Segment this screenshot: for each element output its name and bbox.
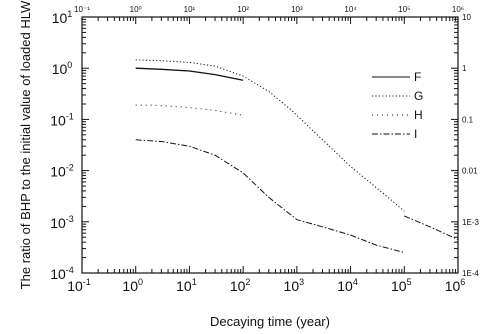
x-tick-label-top: 10⁶ [452, 5, 464, 14]
series-line-g [135, 59, 405, 212]
plot-area-border [81, 16, 459, 274]
x-tick-label-bottom: 10-1 [67, 277, 91, 294]
y-tick-label-right: 1 [462, 64, 467, 73]
y-axis-title: The ratio of BHP to the initial value of… [18, 0, 33, 289]
x-tick-label-bottom: 104 [337, 277, 358, 294]
series-line-f [135, 67, 244, 81]
x-tick-label-bottom: 100 [122, 277, 143, 294]
y-tick-label-right: 0.1 [462, 115, 474, 124]
y-tick-label-left: 10-2 [50, 163, 74, 180]
y-tick-label-right: 0.01 [462, 167, 478, 176]
y-tick-label-left: 10-4 [50, 265, 74, 282]
x-axis-title: Decaying time (year) [210, 314, 330, 329]
x-tick-label-top: 10¹ [184, 5, 196, 14]
series-line-h [135, 104, 244, 116]
axis-ticks [81, 16, 459, 274]
legend-label-f: F [414, 70, 421, 84]
x-tick-label-top: 10⁰ [130, 5, 142, 14]
series-line-i [135, 139, 405, 254]
y-tick-label-right: 1E-3 [462, 218, 479, 227]
x-tick-label-top: 10³ [291, 5, 303, 14]
y-tick-label-left: 10-1 [50, 111, 74, 128]
legend-label-h: H [414, 108, 423, 122]
x-tick-label-top: 10⁵ [398, 5, 410, 14]
y-tick-label-left: 100 [52, 60, 73, 77]
x-tick-label-top: 10² [237, 5, 249, 14]
series-lines [135, 59, 459, 254]
x-tick-label-bottom: 103 [284, 277, 305, 294]
x-tick-label-top: 10⁻¹ [74, 5, 90, 14]
y-tick-label-left: 10-3 [50, 214, 74, 231]
x-tick-label-top: 10⁴ [344, 5, 357, 14]
y-tick-label-left: 101 [52, 9, 73, 26]
y-tick-label-right: 10 [462, 13, 471, 22]
x-tick-label-bottom: 105 [391, 277, 412, 294]
x-tick-label-bottom: 102 [230, 277, 251, 294]
legend-label-g: G [414, 89, 423, 103]
legend-label-i: I [414, 127, 417, 141]
series-line-extra-4 [404, 215, 459, 241]
x-tick-label-bottom: 106 [445, 277, 466, 294]
y-tick-label-right: 1E-4 [462, 269, 479, 278]
plot-frame [81, 16, 459, 274]
x-tick-label-bottom: 101 [176, 277, 197, 294]
